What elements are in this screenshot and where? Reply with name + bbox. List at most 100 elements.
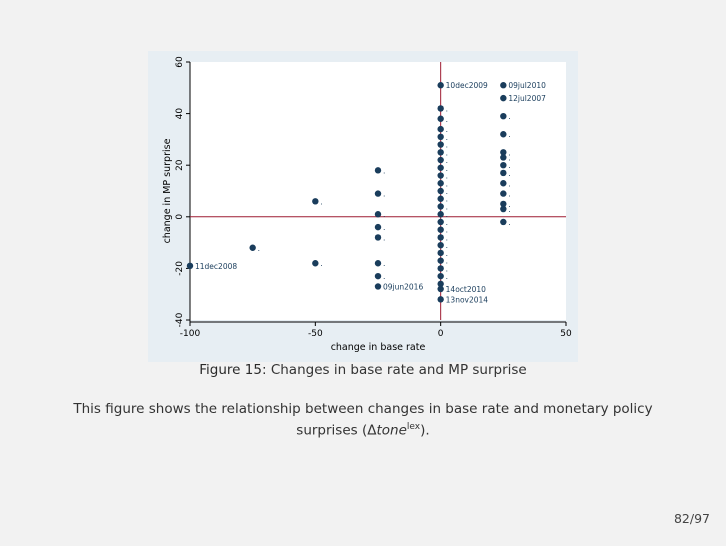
data-point [500,200,507,208]
data-point-label: . [508,190,510,199]
x-tick-label: -50 [308,329,323,339]
data-point [374,272,382,280]
tone-superscript: lex [406,422,421,432]
data-point [374,223,382,231]
y-tick-label: 60 [175,56,185,68]
data-point-label: . [383,166,385,175]
figure-description: This figure shows the relationship betwe… [60,400,666,440]
data-point [374,211,382,218]
description-end: ). [420,422,430,439]
data-point-label: . [446,172,448,181]
y-tick-label: 20 [175,159,185,171]
data-point [374,283,382,290]
y-tick-label: -20 [175,261,185,276]
data-point [500,94,507,102]
data-point [500,205,507,213]
data-point-label: . [446,226,448,235]
data-point [437,285,444,293]
data-point [500,82,507,89]
y-axis-title: change in MP surprise [162,138,173,243]
scatter-chart: -100 -50 0 50 -40 -20 0 20 40 60 change in base ra… [148,51,578,362]
description-text: This figure shows the relationship betwe… [73,401,653,439]
data-point [437,296,444,303]
data-point-label: . [508,205,510,214]
data-point-label: . [446,280,448,289]
data-point [500,169,507,177]
data-point-label: . [383,233,385,242]
data-point-label: . [508,112,510,121]
data-point [500,180,507,187]
data-point-label: . [508,161,510,170]
data-point-label: . [446,133,448,142]
data-point [249,244,256,251]
data-point [437,172,444,179]
data-point-label: . [508,218,510,227]
data-point [437,203,444,210]
data-point-label: 09jul2010 [508,81,546,90]
y-tick-label: -40 [175,312,185,327]
data-point-label: . [446,218,448,227]
data-point [437,105,444,112]
data-point [437,265,444,272]
data-point [437,241,444,249]
data-point-label: . [446,272,448,281]
figure-caption: Figure 15: Changes in base rate and MP s… [0,362,726,378]
data-point-label: . [446,115,448,124]
data-point [437,180,444,187]
data-point-label: . [320,197,322,206]
data-point [437,211,444,218]
data-point [437,249,444,257]
data-point [437,82,444,89]
data-point-label: . [446,264,448,273]
data-point-label: . [446,187,448,196]
y-tick-label: 40 [175,108,185,120]
data-point-label: . [446,241,448,250]
page-number: 82/97 [673,511,710,526]
x-tick-label: 50 [560,329,572,339]
data-point [500,154,507,161]
x-tick-label: 0 [438,329,444,339]
x-axis-title: change in base rate [331,342,426,353]
y-tick-label: 0 [175,214,185,220]
data-point-label: 13nov2014 [446,295,489,304]
data-point [437,133,444,141]
data-point [312,260,319,267]
tone-variable: tone [376,422,407,439]
figure-title: Changes in base rate and MP surprise [270,362,527,378]
data-point [437,218,444,226]
data-point-label: . [446,156,448,165]
data-point-label: 10dec2009 [446,81,488,90]
data-point [437,226,444,233]
data-point-label: 09jun2016 [383,282,423,291]
data-point-label: 12jul2007 [508,94,546,103]
data-point [437,272,444,280]
data-point-label: . [508,130,510,139]
data-point [500,149,507,156]
data-point [374,234,382,241]
data-point [312,198,319,205]
data-point [374,167,382,174]
data-point-label: . [508,148,510,157]
data-point-label: . [258,244,260,253]
data-point [500,190,507,197]
data-point-label: . [383,210,385,219]
data-point-label: . [508,169,510,178]
data-point [374,190,382,197]
data-point-label: . [508,153,510,162]
data-point [437,187,444,195]
data-point-label: . [446,257,448,266]
data-point [437,164,444,171]
figure-label: Figure 15: [199,362,267,378]
data-point [437,234,444,241]
data-point-label: . [446,210,448,219]
data-point-label: . [446,249,448,258]
data-point-label: . [446,148,448,157]
data-point-label: . [446,233,448,242]
data-point-label: . [320,259,322,268]
data-point [437,141,444,148]
data-point-label: 14oct2010 [446,285,487,294]
data-point-label: . [446,104,448,113]
data-point-label: . [508,200,510,209]
data-point [374,260,382,267]
data-point-label: . [446,195,448,204]
